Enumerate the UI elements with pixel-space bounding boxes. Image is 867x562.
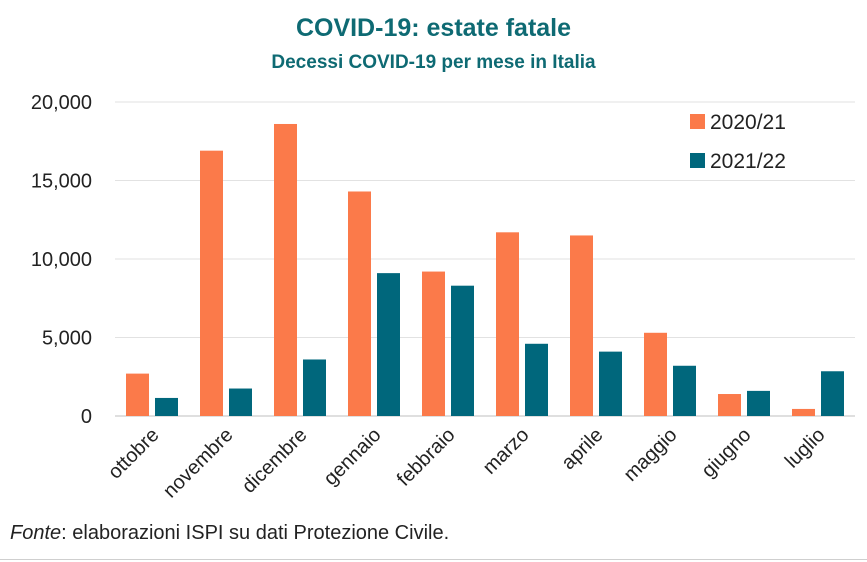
bar-2020-21-marzo <box>496 232 519 416</box>
x-tick-label: ottobre <box>104 424 164 484</box>
bar-2021-22-marzo <box>525 343 548 416</box>
x-tick-label: giugno <box>698 424 756 482</box>
legend-label: 2020/21 <box>710 111 786 134</box>
bar-2021-22-gennaio <box>377 273 400 416</box>
x-tick-label: novembre <box>159 424 237 502</box>
legend-swatch <box>690 153 705 168</box>
y-tick-label: 20,000 <box>31 92 92 114</box>
x-tick-label: febbraio <box>393 424 460 491</box>
bar-2020-21-luglio <box>792 408 815 416</box>
bar-2020-21-gennaio <box>348 191 371 416</box>
bar-2021-22-giugno <box>747 390 770 416</box>
x-tick-label: gennaio <box>320 424 386 490</box>
bar-2021-22-aprile <box>599 351 622 416</box>
bar-2021-22-febbraio <box>451 285 474 416</box>
source-text: : elaborazioni ISPI su dati Protezione C… <box>61 522 450 544</box>
chart-title: COVID-19: estate fatale <box>295 14 572 42</box>
bar-2021-22-novembre <box>229 388 252 416</box>
bar-2020-21-aprile <box>570 235 593 416</box>
y-tick-label: 0 <box>81 406 92 428</box>
y-tick-label: 15,000 <box>31 171 92 193</box>
bar-2020-21-giugno <box>718 394 741 416</box>
x-tick-label: marzo <box>479 424 534 479</box>
y-tick-label: 5,000 <box>42 328 92 350</box>
x-tick-label: maggio <box>620 424 682 486</box>
bottom-divider <box>0 559 867 560</box>
bar-2020-21-maggio <box>644 332 667 416</box>
legend-label: 2021/22 <box>710 150 786 173</box>
bar-2020-21-ottobre <box>126 373 149 416</box>
bar-2020-21-febbraio <box>422 271 445 416</box>
bar-2021-22-maggio <box>673 365 696 416</box>
source-prefix: Fonte <box>10 522 62 544</box>
x-tick-label: luglio <box>781 424 830 473</box>
bar-2021-22-ottobre <box>155 397 178 416</box>
y-tick-label: 10,000 <box>31 249 92 271</box>
chart-subtitle: Decessi COVID-19 per mese in Italia <box>271 52 596 73</box>
source-note: Fonte: elaborazioni ISPI su dati Protezi… <box>10 522 449 545</box>
x-tick-label: dicembre <box>238 424 312 498</box>
bar-2020-21-dicembre <box>274 123 297 416</box>
bar-2021-22-luglio <box>821 371 844 416</box>
bar-2020-21-novembre <box>200 150 223 417</box>
bar-2021-22-dicembre <box>303 359 326 416</box>
x-tick-label: aprile <box>557 424 607 474</box>
legend-swatch <box>690 114 705 129</box>
